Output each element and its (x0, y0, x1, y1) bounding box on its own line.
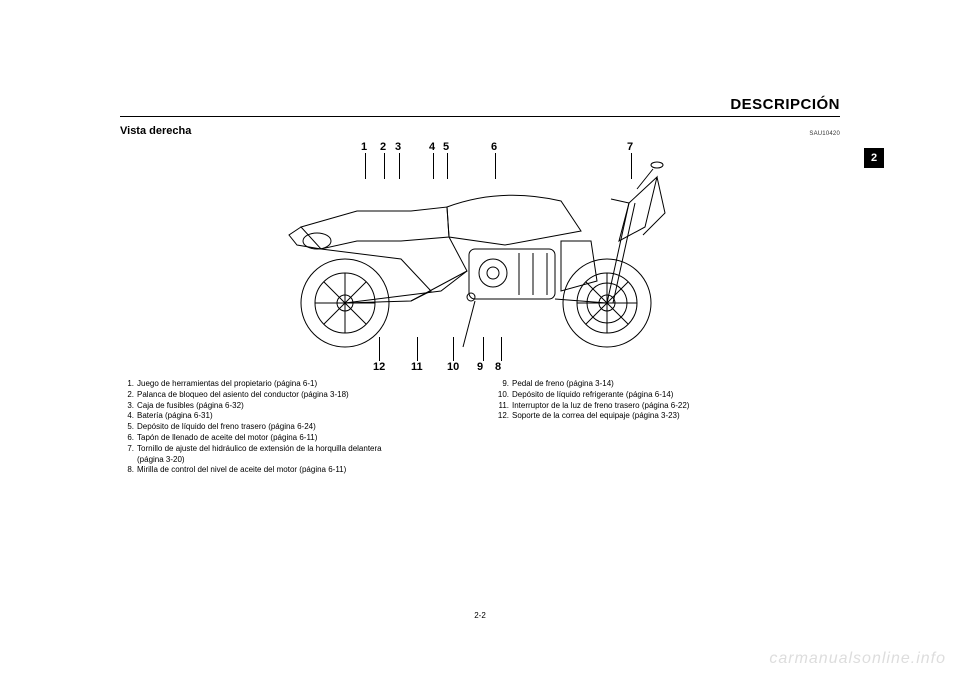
page-content: DESCRIPCIÓN 2 Vista derecha SAU10420 (120, 96, 840, 596)
callout-number: 4 (429, 141, 435, 153)
legend-number: 7. (120, 444, 137, 455)
leader-line (447, 153, 448, 179)
header-rule (120, 116, 840, 117)
legend-text: Soporte de la correa del equipaje (págin… (512, 411, 840, 422)
callout-number: 7 (627, 141, 633, 153)
leader-line (365, 153, 366, 179)
legend-item: 10.Depósito de líquido refrigerante (pág… (495, 390, 840, 401)
callout-number: 12 (373, 361, 385, 373)
legend-number: 10. (495, 390, 512, 401)
legend-text: Tapón de llenado de aceite del motor (pá… (137, 433, 465, 444)
legend-text: Palanca de bloqueo del asiento del condu… (137, 390, 465, 401)
callout-number: 2 (380, 141, 386, 153)
legend-number: 12. (495, 411, 512, 422)
legend-item: 1.Juego de herramientas del propietario … (120, 379, 465, 390)
page-number: 2-2 (474, 611, 486, 620)
legend-columns: 1.Juego de herramientas del propietario … (120, 379, 840, 476)
subtitle: Vista derecha (120, 125, 191, 137)
legend-item: 7.Tornillo de ajuste del hidráulico de e… (120, 444, 465, 455)
motorcycle-illustration (261, 141, 699, 373)
legend-text: Tornillo de ajuste del hidráulico de ext… (137, 444, 465, 455)
legend-item: 12.Soporte de la correa del equipaje (pá… (495, 411, 840, 422)
chapter-badge: 2 (864, 148, 884, 168)
legend-text: Juego de herramientas del propietario (p… (137, 379, 465, 390)
section-title: DESCRIPCIÓN (120, 96, 840, 113)
legend-right-column: 9.Pedal de freno (página 3-14)10.Depósit… (495, 379, 840, 476)
leader-line (417, 337, 418, 361)
figure-area: 123456712111098 (261, 141, 699, 373)
leader-line (433, 153, 434, 179)
legend-item: 5.Depósito de líquido del freno trasero … (120, 422, 465, 433)
leader-line (631, 153, 632, 179)
legend-left-column: 1.Juego de herramientas del propietario … (120, 379, 465, 476)
leader-line (399, 153, 400, 179)
legend-text: Pedal de freno (página 3-14) (512, 379, 840, 390)
leader-line (379, 337, 380, 361)
leader-line (453, 337, 454, 361)
legend-number: 8. (120, 465, 137, 476)
legend-item: 9.Pedal de freno (página 3-14) (495, 379, 840, 390)
callout-number: 8 (495, 361, 501, 373)
doc-code: SAU10420 (809, 131, 840, 137)
legend-item: 11.Interruptor de la luz de freno traser… (495, 401, 840, 412)
legend-number: 2. (120, 390, 137, 401)
legend-number: 9. (495, 379, 512, 390)
legend-number: 4. (120, 411, 137, 422)
callout-number: 10 (447, 361, 459, 373)
leader-line (483, 337, 484, 361)
leader-line (384, 153, 385, 179)
legend-text: Batería (página 6-31) (137, 411, 465, 422)
legend-text: Depósito de líquido del freno trasero (p… (137, 422, 465, 433)
callout-number: 9 (477, 361, 483, 373)
legend-text: Caja de fusibles (página 6-32) (137, 401, 465, 412)
legend-number: 1. (120, 379, 137, 390)
callout-number: 1 (361, 141, 367, 153)
callout-number: 6 (491, 141, 497, 153)
legend-number: 3. (120, 401, 137, 412)
legend-item: 8.Mirilla de control del nivel de aceite… (120, 465, 465, 476)
legend-text: Mirilla de control del nivel de aceite d… (137, 465, 465, 476)
leader-line (501, 337, 502, 361)
watermark: carmanualsonline.info (769, 650, 946, 668)
callout-number: 11 (411, 361, 423, 373)
legend-number: 5. (120, 422, 137, 433)
legend-text: Depósito de líquido refrigerante (página… (512, 390, 840, 401)
legend-item: 4.Batería (página 6-31) (120, 411, 465, 422)
legend-text-cont: (página 3-20) (120, 455, 465, 466)
legend-item: 6.Tapón de llenado de aceite del motor (… (120, 433, 465, 444)
leader-line (495, 153, 496, 179)
legend-number: 11. (495, 401, 512, 412)
legend-item: 3.Caja de fusibles (página 6-32) (120, 401, 465, 412)
legend-item: 2.Palanca de bloqueo del asiento del con… (120, 390, 465, 401)
legend-text: Interruptor de la luz de freno trasero (… (512, 401, 840, 412)
subtitle-row: Vista derecha SAU10420 (120, 125, 840, 137)
legend-number: 6. (120, 433, 137, 444)
callout-number: 5 (443, 141, 449, 153)
callout-number: 3 (395, 141, 401, 153)
